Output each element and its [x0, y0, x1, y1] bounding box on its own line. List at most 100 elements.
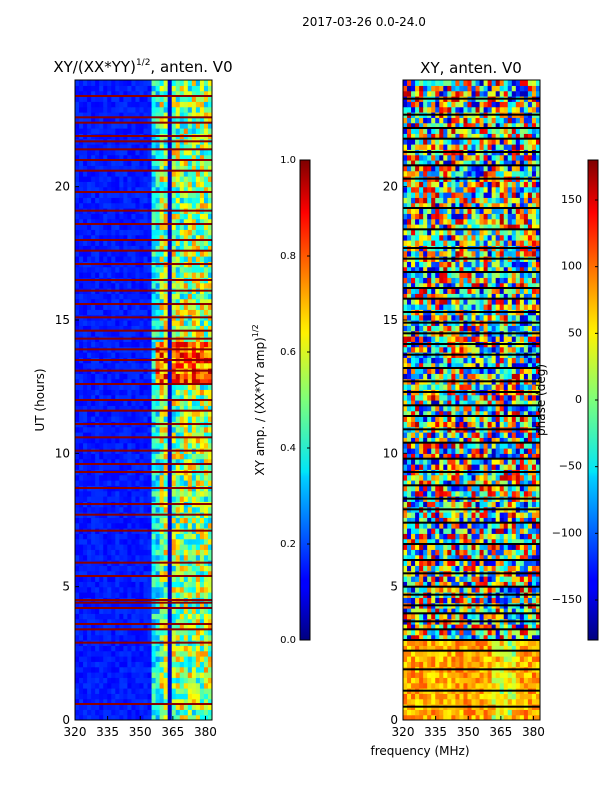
- amplitude-x-tick-label: 320: [64, 725, 87, 739]
- amplitude-cell: [139, 229, 145, 236]
- amplitude-cell: [91, 533, 96, 540]
- amplitude-cell: [107, 682, 112, 689]
- amplitude-cell: [179, 506, 185, 513]
- amplitude-cell: [183, 218, 189, 225]
- phase-cell: [403, 645, 408, 652]
- amplitude-cell: [175, 352, 181, 358]
- amplitude-cell: [135, 176, 141, 182]
- amplitude-cell: [159, 245, 165, 252]
- amplitude-cell: [79, 677, 84, 684]
- amplitude-cell: [183, 714, 189, 720]
- amplitude-cell: [159, 394, 165, 401]
- phase-cell: [419, 629, 424, 636]
- amplitude-cell: [183, 464, 189, 470]
- phase-cell: [531, 640, 537, 646]
- amplitude-cell: [127, 608, 133, 614]
- amplitude-cell: [187, 234, 193, 241]
- phase-cell: [491, 645, 497, 652]
- amplitude-flagged-row: [75, 239, 212, 241]
- phase-cell: [415, 661, 420, 668]
- amplitude-cell: [135, 661, 141, 668]
- amplitude-cell: [135, 634, 141, 641]
- amplitude-cell: [155, 581, 161, 588]
- amplitude-cell: [183, 645, 189, 652]
- amplitude-cell: [135, 704, 141, 710]
- phase-cell: [443, 693, 448, 700]
- amplitude-cell: [151, 682, 157, 689]
- amplitude-cell: [199, 613, 205, 620]
- phase-cell: [427, 597, 432, 604]
- amplitude-cell: [95, 442, 100, 449]
- amplitude-cell: [179, 672, 185, 678]
- amplitude-cell: [79, 96, 84, 102]
- amplitude-cell: [103, 117, 108, 124]
- amplitude-cell: [175, 389, 181, 396]
- amplitude-cell: [127, 437, 133, 444]
- amplitude-cell: [147, 688, 153, 694]
- amplitude-cell: [195, 101, 201, 108]
- phase-cell: [411, 698, 416, 705]
- amplitude-cell: [203, 96, 209, 102]
- amplitude-cell: [159, 309, 165, 316]
- amplitude-cell: [79, 106, 84, 113]
- amplitude-cell: [159, 144, 165, 150]
- amplitude-cell: [195, 197, 201, 204]
- amplitude-cell: [171, 80, 177, 86]
- amplitude-cell: [151, 85, 157, 92]
- amplitude-cell: [159, 165, 165, 172]
- amplitude-cell: [115, 426, 120, 433]
- amplitude-cell: [187, 389, 193, 396]
- phase-cell: [527, 661, 533, 668]
- amplitude-cell: [79, 400, 84, 406]
- amplitude-cell: [119, 693, 124, 700]
- amplitude-cell: [151, 522, 157, 529]
- amplitude-cell: [203, 666, 209, 673]
- amplitude-cell: [95, 645, 100, 652]
- amplitude-cell: [147, 544, 153, 550]
- amplitude-cell: [155, 458, 161, 465]
- amplitude-cell: [179, 240, 185, 246]
- amplitude-cell: [95, 592, 100, 598]
- phase-cell: [495, 629, 501, 636]
- amplitude-cell: [83, 565, 88, 572]
- amplitude-cell: [191, 432, 197, 438]
- phase-cell: [479, 714, 485, 720]
- amplitude-cell: [79, 85, 84, 92]
- phase-cell: [451, 650, 456, 657]
- amplitude-cell: [203, 192, 209, 198]
- amplitude-cell: [115, 154, 120, 161]
- amplitude-cell: [75, 554, 80, 561]
- amplitude-cell: [195, 506, 201, 513]
- amplitude-cell: [99, 581, 104, 588]
- amplitude-cell: [103, 410, 108, 417]
- phase-cell: [411, 714, 416, 720]
- amplitude-cell: [75, 282, 80, 289]
- phase-cell: [523, 650, 529, 657]
- amplitude-cell: [107, 106, 112, 113]
- amplitude-cell: [147, 202, 153, 209]
- amplitude-cell: [75, 394, 80, 401]
- phase-cell: [527, 672, 533, 678]
- amplitude-cell: [171, 330, 177, 337]
- amplitude-cell: [175, 496, 181, 502]
- amplitude-cell: [135, 309, 141, 316]
- amplitude-cell: [207, 453, 212, 460]
- phase-cell: [535, 608, 540, 614]
- amplitude-cell: [103, 522, 108, 529]
- amplitude-cell: [123, 250, 128, 257]
- amplitude-cell: [131, 362, 137, 369]
- phase-cell: [527, 677, 533, 684]
- amplitude-cell: [135, 554, 141, 561]
- amplitude-cell: [87, 160, 92, 166]
- amplitude-cell: [183, 293, 189, 300]
- amplitude-cell: [131, 341, 137, 348]
- amplitude-cell: [123, 144, 128, 150]
- amplitude-cell: [163, 672, 169, 678]
- amplitude-cell: [203, 202, 209, 209]
- amplitude-cell: [175, 682, 181, 689]
- amplitude-cell: [143, 250, 149, 257]
- amplitude-cell: [139, 592, 145, 598]
- amplitude-cell: [79, 309, 84, 316]
- amplitude-cell: [171, 709, 177, 716]
- phase-cell: [451, 613, 456, 620]
